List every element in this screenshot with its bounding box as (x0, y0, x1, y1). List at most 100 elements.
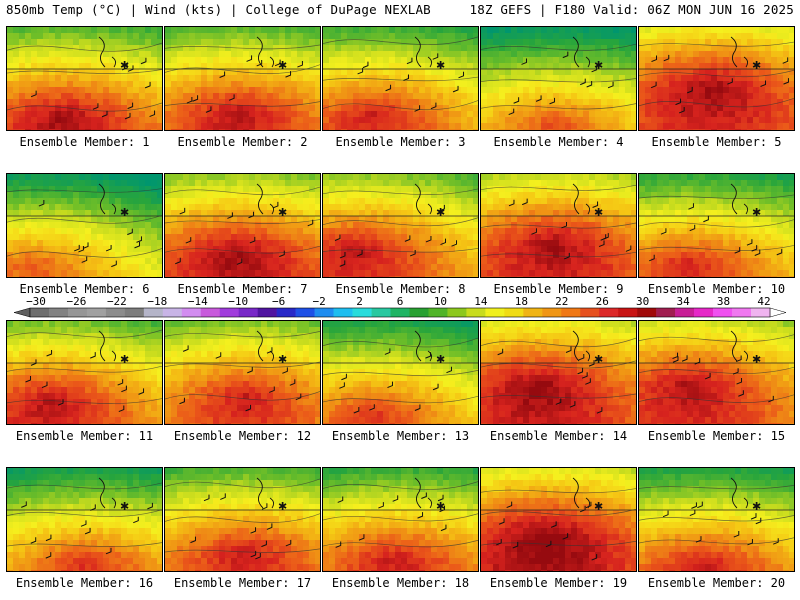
ensemble-member-caption: Ensemble Member: 15 (647, 429, 786, 443)
colorbar-swatch (542, 308, 562, 317)
temperature-field: ✱ (165, 321, 320, 424)
ensemble-member-caption: Ensemble Member: 7 (177, 282, 308, 296)
colorbar-swatch (30, 308, 50, 317)
colorbar-swatch (48, 308, 69, 317)
colorbar-swatch (124, 308, 145, 317)
temperature-field: ✱ (7, 468, 162, 571)
temperature-field: ✱ (639, 468, 794, 571)
colorbar-tick-label: −10 (228, 295, 249, 308)
colorbar-swatch (751, 308, 771, 317)
svg-text:✱: ✱ (594, 206, 603, 219)
colorbar-swatch (162, 308, 183, 317)
svg-text:✱: ✱ (278, 206, 287, 219)
colorbar-swatch (580, 308, 600, 317)
ensemble-map-panel: ✱ (480, 26, 637, 131)
colorbar-swatch (637, 308, 657, 317)
colorbar-tick-label: −2 (312, 295, 326, 308)
ensemble-member-caption: Ensemble Member: 20 (647, 576, 786, 590)
ensemble-member-caption: Ensemble Member: 2 (177, 135, 308, 149)
ensemble-member-caption: Ensemble Member: 12 (173, 429, 312, 443)
temperature-field: ✱ (7, 321, 162, 424)
colorbar-swatch (200, 308, 221, 317)
temperature-field: ✱ (323, 321, 478, 424)
ensemble-map-panel: ✱ (6, 320, 163, 425)
ensemble-map-panel: ✱ (638, 173, 795, 278)
header-right-title: 18Z GEFS | F180 Valid: 06Z MON JUN 16 20… (469, 2, 794, 17)
temperature-field: ✱ (323, 27, 478, 130)
colorbar-swatch (447, 308, 467, 317)
ensemble-member-caption: Ensemble Member: 16 (15, 576, 154, 590)
ensemble-map-panel: ✱ (322, 467, 479, 572)
colorbar-swatch (732, 308, 752, 317)
temperature-field: ✱ (165, 27, 320, 130)
ensemble-member-caption: Ensemble Member: 10 (647, 282, 786, 296)
ensemble-member-caption: Ensemble Member: 1 (19, 135, 150, 149)
ensemble-map-panel: ✱ (322, 320, 479, 425)
ensemble-map-panel: ✱ (6, 467, 163, 572)
ensemble-map-panel: ✱ (164, 320, 321, 425)
colorbar-tick-label: 42 (757, 295, 771, 308)
temperature-field: ✱ (481, 321, 636, 424)
colorbar-tick-label: −30 (26, 295, 46, 308)
colorbar-tick-label: 18 (514, 295, 528, 308)
ensemble-map-panel: ✱ (322, 26, 479, 131)
temperature-colorbar (13, 307, 787, 318)
colorbar-swatch (713, 308, 733, 317)
ensemble-member-caption: Ensemble Member: 5 (651, 135, 782, 149)
colorbar-tick-label: 30 (636, 295, 650, 308)
colorbar-tick-label: 38 (716, 295, 731, 308)
colorbar-swatch (257, 308, 277, 317)
ensemble-map-panel: ✱ (164, 26, 321, 131)
temperature-field: ✱ (481, 468, 636, 571)
colorbar-swatch (428, 308, 448, 317)
ensemble-member-caption: Ensemble Member: 3 (335, 135, 466, 149)
ensemble-map-panel: ✱ (164, 467, 321, 572)
colorbar-swatch (466, 308, 486, 317)
colorbar-swatch (371, 308, 391, 317)
ensemble-map-panel: ✱ (638, 467, 795, 572)
colorbar-swatch (485, 308, 505, 317)
colorbar-swatch (523, 308, 543, 317)
svg-text:✱: ✱ (436, 59, 445, 72)
temperature-field: ✱ (165, 174, 320, 277)
temperature-field: ✱ (323, 468, 478, 571)
colorbar-swatch (694, 308, 714, 317)
colorbar-swatch (675, 308, 695, 317)
colorbar-swatch (276, 308, 296, 317)
colorbar-swatch (67, 308, 88, 317)
ensemble-member-caption: Ensemble Member: 14 (489, 429, 628, 443)
svg-text:✱: ✱ (120, 59, 129, 72)
colorbar-tick-label: 34 (676, 295, 690, 308)
colorbar-tick-label: 22 (555, 295, 569, 308)
temperature-field: ✱ (481, 27, 636, 130)
colorbar-tick-label: −26 (66, 295, 87, 308)
colorbar-swatch (105, 308, 126, 317)
colorbar-swatch (504, 308, 524, 317)
ensemble-map-panel: ✱ (6, 173, 163, 278)
colorbar-swatch (314, 308, 334, 317)
ensemble-map-panel: ✱ (480, 467, 637, 572)
colorbar-labels: −30 −26 −22 −18 −14 −10 −6 −2 2 6 10 14 18 22 26 30 34 38… (0, 296, 800, 308)
colorbar-swatch (409, 308, 429, 317)
colorbar-tick-label: 2 (356, 295, 363, 308)
colorbar-swatch (219, 308, 240, 317)
colorbar-swatch (561, 308, 581, 317)
colorbar-swatch (352, 308, 372, 317)
temperature-field: ✱ (639, 174, 794, 277)
colorbar-swatch (656, 308, 676, 317)
ensemble-map-panel: ✱ (322, 173, 479, 278)
colorbar-swatch (181, 308, 202, 317)
ensemble-member-caption: Ensemble Member: 8 (335, 282, 466, 296)
svg-text:✱: ✱ (594, 59, 603, 72)
colorbar-tick-label: 6 (396, 295, 404, 308)
header-left-title: 850mb Temp (°C) | Wind (kts) | College o… (6, 2, 431, 17)
ensemble-map-panel: ✱ (638, 26, 795, 131)
svg-text:✱: ✱ (278, 59, 287, 72)
temperature-field: ✱ (639, 27, 794, 130)
colorbar-tick-label: −22 (106, 295, 127, 308)
colorbar-swatch (333, 308, 353, 317)
ensemble-map-panel: ✱ (638, 320, 795, 425)
svg-text:✱: ✱ (436, 206, 445, 219)
ensemble-map-panel: ✱ (480, 320, 637, 425)
